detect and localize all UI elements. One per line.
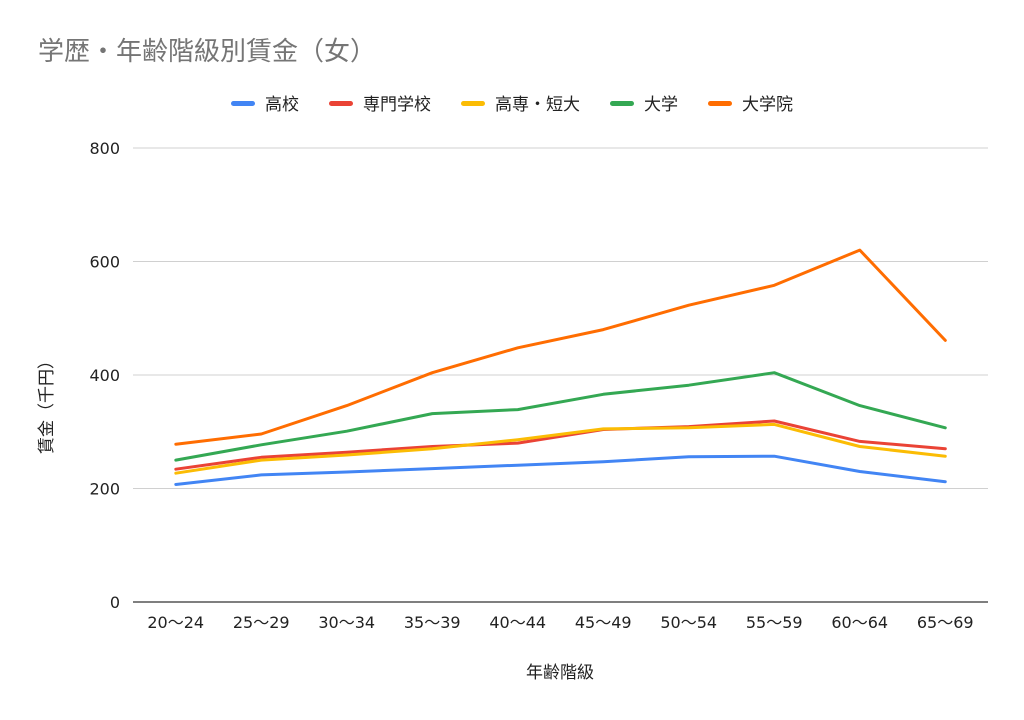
legend-item: 高専・短大 — [461, 95, 580, 115]
x-tick-label: 65〜69 — [917, 613, 974, 632]
x-tick-label: 50〜54 — [660, 613, 717, 632]
legend-swatch — [329, 101, 353, 106]
legend: 高校 専門学校 高専・短大 大学 大学院 — [231, 95, 793, 115]
legend-label: 高校 — [265, 95, 299, 115]
y-tick-label: 600 — [89, 253, 120, 272]
x-tick-label: 55〜59 — [746, 613, 803, 632]
series-line-4 — [174, 248, 947, 446]
x-tick-label: 20〜24 — [147, 613, 204, 632]
x-axis-ticks: 20〜24 25〜29 30〜34 35〜39 40〜44 45〜49 50〜54 55〜59… — [147, 613, 973, 632]
x-tick-label: 25〜29 — [233, 613, 290, 632]
legend-label: 高専・短大 — [495, 95, 580, 115]
series-line-1 — [174, 419, 947, 471]
y-tick-label: 400 — [89, 366, 120, 385]
gridlines — [133, 147, 988, 603]
series-line-3 — [174, 371, 947, 462]
y-tick-label: 800 — [89, 139, 120, 158]
x-tick-label: 60〜64 — [831, 613, 888, 632]
legend-item: 高校 — [231, 95, 299, 115]
legend-swatch — [461, 101, 485, 106]
x-tick-label: 40〜44 — [489, 613, 546, 632]
legend-label: 大学 — [644, 95, 678, 115]
legend-swatch — [231, 101, 255, 106]
x-tick-label: 30〜34 — [318, 613, 375, 632]
legend-item: 大学 — [610, 95, 678, 115]
legend-label: 大学院 — [742, 95, 793, 115]
series-line-0 — [174, 454, 947, 486]
y-axis-ticks: 0 200 400 600 800 — [89, 139, 120, 612]
legend-item: 大学院 — [708, 95, 793, 115]
legend-swatch — [610, 101, 634, 106]
y-tick-label: 200 — [89, 480, 120, 499]
legend-item: 専門学校 — [329, 95, 431, 115]
x-axis-label: 年齢階級 — [526, 663, 594, 683]
series-line-2 — [174, 422, 947, 475]
x-tick-label: 45〜49 — [575, 613, 632, 632]
y-tick-label: 0 — [110, 593, 120, 612]
series-lines — [174, 248, 947, 486]
y-axis-label: 賃金（千円） — [37, 352, 57, 454]
legend-swatch — [708, 101, 732, 106]
legend-label: 専門学校 — [363, 95, 431, 115]
x-tick-label: 35〜39 — [404, 613, 461, 632]
chart-title: 学歴・年齢階級別賃金（女） — [38, 37, 376, 67]
